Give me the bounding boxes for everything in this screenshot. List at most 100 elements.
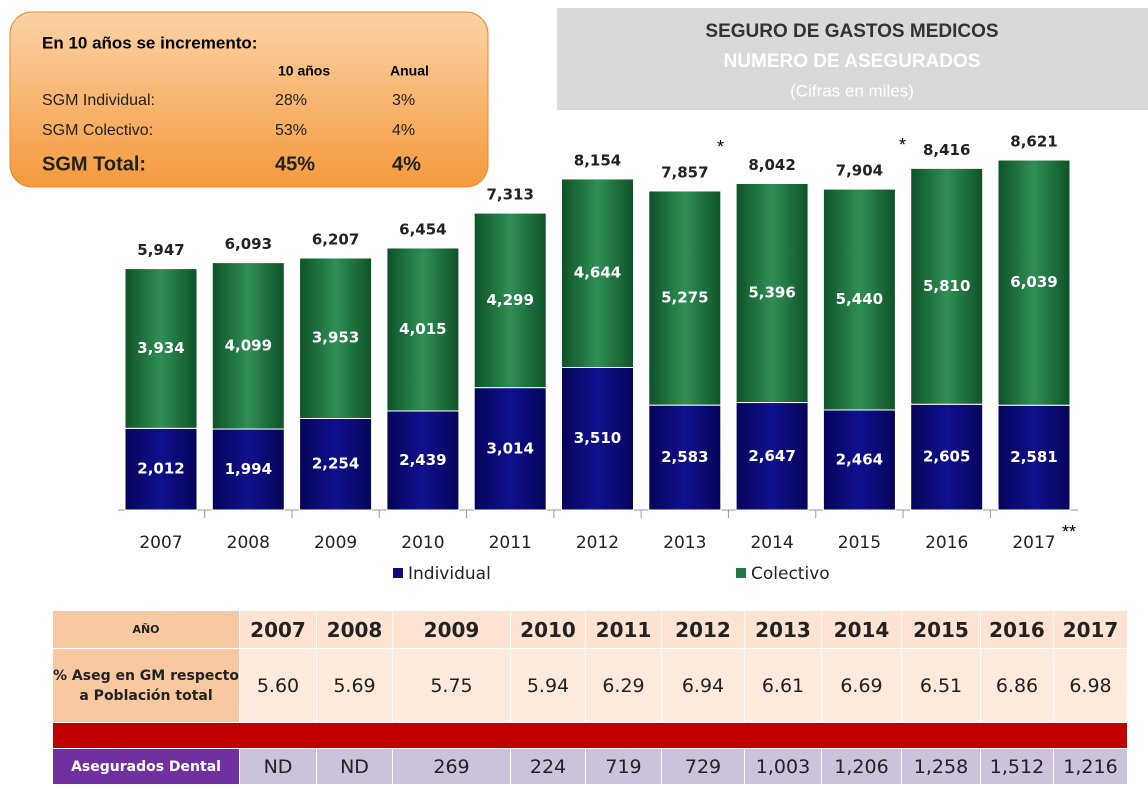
data-table: AÑO 2007 2008 2009 2010 2011 2012 2013 2014 2015 2… <box>52 610 1128 785</box>
table-cell: 5.94 <box>510 648 586 723</box>
bar-segment <box>561 366 634 511</box>
x-tick-label: 2008 <box>227 533 270 553</box>
x-tick-label: 2009 <box>314 533 357 553</box>
table-cell: 224 <box>510 748 586 785</box>
bar-segment <box>735 402 809 511</box>
segment-label: 3,934 <box>137 339 184 357</box>
box-title: En 10 años se incremento: <box>42 33 257 52</box>
box-cell: 45% <box>275 153 315 175</box>
table-cell: AÑO <box>52 610 240 649</box>
segment-label: 3,953 <box>312 329 359 347</box>
segment-label: 1,994 <box>225 460 272 478</box>
segment-label: 2,464 <box>836 450 883 468</box>
total-label: 8,042 <box>748 156 795 174</box>
x-tick-label: 2014 <box>750 533 793 553</box>
table-cell: 1,206 <box>821 748 902 785</box>
segment-label: 2,012 <box>137 460 184 478</box>
table-cell: 5.69 <box>316 648 393 723</box>
table-cell: 6.69 <box>821 648 902 723</box>
chart-title: SEGURO DE GASTOS MEDICOS <box>705 21 998 42</box>
table-cell: 1,258 <box>901 748 981 785</box>
box-cell: 53% <box>275 122 307 139</box>
summary-box <box>9 11 489 188</box>
table-cell: 6.94 <box>661 648 745 723</box>
table-cell: 2010 <box>510 610 586 649</box>
separator <box>52 722 1128 749</box>
box-header: 10 años <box>278 63 330 79</box>
total-label: 7,313 <box>486 186 533 204</box>
table-cell: 2012 <box>661 610 745 649</box>
table-cell: 719 <box>585 748 662 785</box>
total-label: 8,154 <box>574 151 621 169</box>
chart-subtitle: NUMERO DE ASEGURADOS <box>724 51 981 72</box>
legend-swatch <box>736 568 746 578</box>
table-cell: 729 <box>661 748 745 785</box>
box-cell: SGM Individual: <box>42 92 155 109</box>
table-cell: 2016 <box>980 610 1054 649</box>
table-cell: 2017 <box>1053 610 1128 649</box>
bar-segment <box>648 404 722 511</box>
box-cell: 28% <box>275 92 307 109</box>
segment-label: 5,396 <box>748 283 795 301</box>
bar-segment <box>997 404 1071 511</box>
table-cell: ND <box>316 748 393 785</box>
table-cell: 2014 <box>821 610 902 649</box>
table-cell: 6.51 <box>901 648 981 723</box>
bar-segment <box>124 268 198 429</box>
segment-label: 5,810 <box>923 277 970 295</box>
chart-note: (Cifras en miles) <box>790 81 914 100</box>
table-cell: 6.61 <box>744 648 822 723</box>
segment-label: 2,439 <box>399 451 446 469</box>
title-box <box>557 8 1148 110</box>
x-tick-label: 2017 <box>1012 533 1055 553</box>
segment-label: 4,299 <box>486 291 533 309</box>
bar-segment <box>735 182 809 404</box>
table-cell: 1,216 <box>1053 748 1128 785</box>
table-cell: 2015 <box>901 610 981 649</box>
total-label: 6,093 <box>225 235 272 253</box>
segment-label: 2,254 <box>312 455 359 473</box>
table-cell: 5.75 <box>392 648 511 723</box>
bar-segment <box>822 409 896 511</box>
bar-segment <box>561 178 634 368</box>
segment-label: 3,014 <box>486 439 533 457</box>
x-tick-label: 2011 <box>489 533 532 553</box>
table-cell: 6.86 <box>980 648 1054 723</box>
box-header: Anual <box>390 63 429 79</box>
bar-segment <box>648 190 722 406</box>
bar-segment <box>822 188 896 411</box>
table-cell: 2007 <box>239 610 317 649</box>
legend-label: Colectivo <box>751 564 830 584</box>
segment-label: 4,644 <box>574 264 621 282</box>
segment-label: 4,015 <box>399 320 446 338</box>
table-cell: 2013 <box>744 610 822 649</box>
x-tick-label: 2012 <box>576 533 619 553</box>
legend-swatch <box>393 568 403 578</box>
separator-row <box>52 722 1128 749</box>
table-cell: 6.29 <box>585 648 662 723</box>
segment-label: 2,581 <box>1010 448 1057 466</box>
bar-segment <box>473 387 547 511</box>
table-cell: 6.98 <box>1053 648 1128 723</box>
bar-segment <box>211 428 285 511</box>
bar-segment <box>473 212 547 389</box>
total-label: 7,857 <box>661 163 708 181</box>
bar-segment <box>211 262 285 430</box>
total-label: 6,454 <box>399 220 446 238</box>
chart: En 10 años se incremento: 10 años Anual … <box>9 8 1148 584</box>
bar-segment <box>910 167 984 405</box>
data-row: Asegurados Dental ND ND 269 224 719 729 1,003 1,… <box>52 748 1128 785</box>
x-tick-label: 2007 <box>139 533 182 553</box>
bar-segment <box>386 247 460 412</box>
total-label: 5,947 <box>137 241 184 259</box>
table-cell: 2008 <box>316 610 393 649</box>
bar-segment <box>386 410 460 511</box>
box-cell: SGM Colectivo: <box>42 122 153 139</box>
table-cell: Asegurados Dental <box>52 748 240 785</box>
segment-label: 5,440 <box>836 290 883 308</box>
bar-segment <box>299 257 373 419</box>
annotation: ** <box>1062 522 1076 542</box>
data-row: % Aseg en GM respecto a Población total 5… <box>52 648 1128 723</box>
bar-segment <box>910 403 984 511</box>
